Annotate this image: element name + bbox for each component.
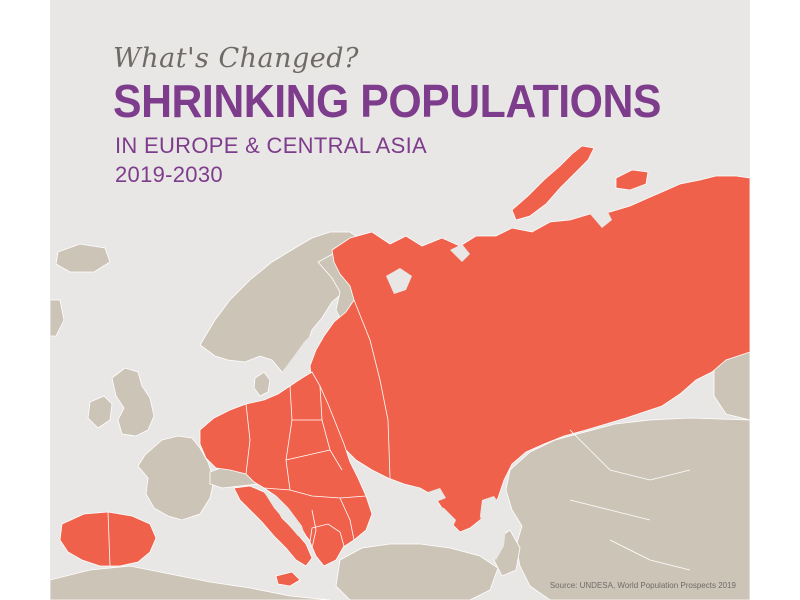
sicily-shape (275, 571, 301, 587)
arctic-inlet-shape (450, 244, 470, 262)
europe-central-asia-map (50, 0, 750, 600)
border-line (609, 539, 691, 571)
west-coast-shape (50, 299, 65, 337)
north-africa-shape (50, 565, 331, 600)
ireland-shape (87, 395, 113, 429)
uk-shape (111, 367, 155, 437)
border-line (311, 509, 317, 549)
border-line (245, 403, 251, 475)
border-line (263, 487, 367, 499)
azov-sea-shape (428, 488, 446, 502)
country-borders (107, 299, 691, 571)
period-label: 2019-2030 (115, 162, 223, 187)
iceland-shape (55, 243, 111, 273)
kara-sea-shape (590, 208, 612, 228)
border-line (339, 497, 355, 541)
title-block: What's Changed? SHRINKING POPULATIONS IN… (113, 42, 702, 190)
white-sea-shape (386, 268, 412, 294)
border-line (353, 299, 391, 479)
black-sea-shape (376, 500, 456, 540)
border-line (319, 385, 343, 471)
border-line (285, 449, 331, 461)
turkey-shape (335, 543, 499, 600)
caspian-sea-shape (480, 496, 506, 560)
france-shape (137, 435, 215, 521)
source-credit: Source: UNDESA, World Population Prospec… (549, 581, 736, 590)
kicker-text: What's Changed? (113, 43, 360, 74)
border-line (285, 385, 293, 491)
subtitle: IN EUROPE & CENTRAL ASIA (115, 133, 428, 158)
infographic-canvas: What's Changed? SHRINKING POPULATIONS IN… (50, 0, 750, 600)
arctic-island-shape (615, 169, 649, 191)
border-line (569, 429, 691, 481)
page-title: SHRINKING POPULATIONS (113, 75, 661, 127)
denmark-shape (253, 371, 271, 397)
border-line (107, 511, 111, 567)
baltic-sea-shape (282, 334, 318, 380)
adriatic-sea-shape (264, 492, 306, 540)
iberia-shape (59, 511, 157, 567)
border-line (569, 499, 651, 521)
novaya-zemlya-shape (511, 145, 595, 221)
seas (264, 208, 612, 560)
